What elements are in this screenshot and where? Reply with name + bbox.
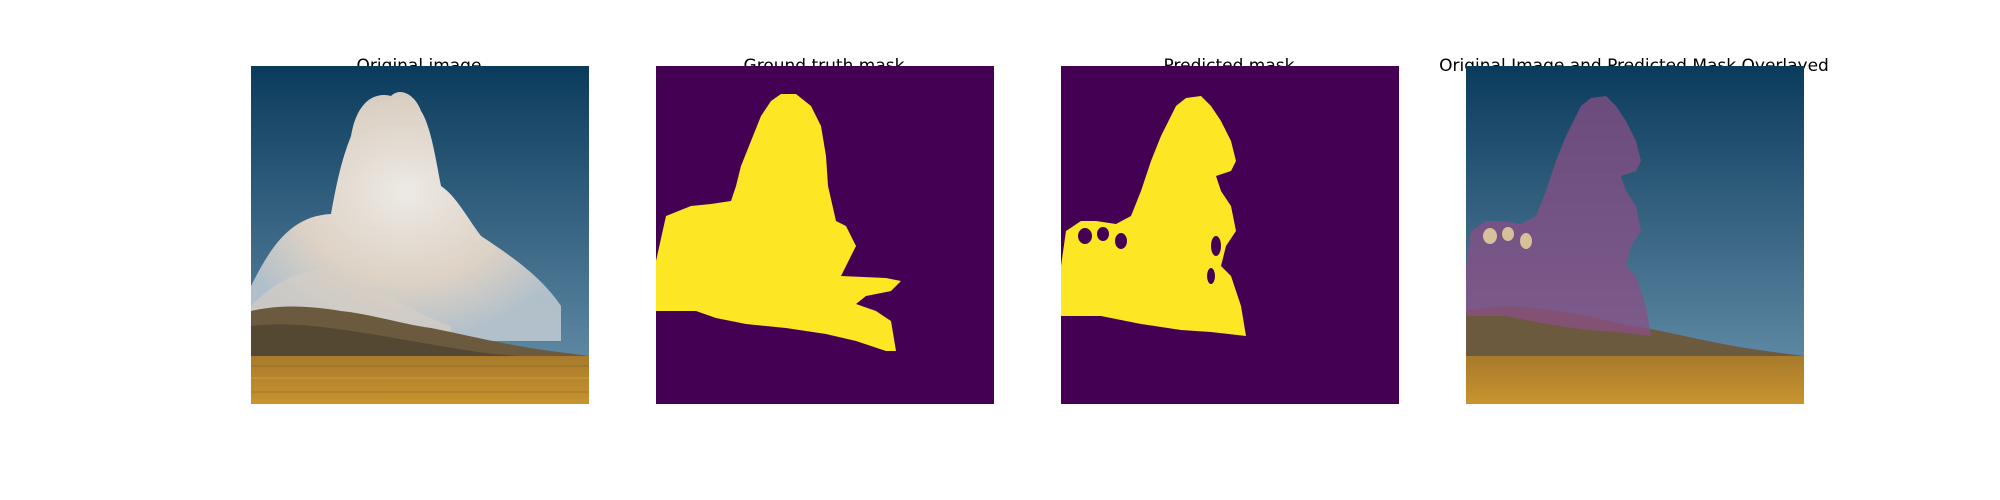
ground-truth-mask [656,66,994,404]
original-image [251,66,589,404]
overlay-panel [1466,66,1804,404]
original-image-panel [251,66,589,404]
predicted-mask-panel [1061,66,1399,404]
predicted-mask [1061,66,1399,404]
overlay-image [1466,66,1804,404]
ground-truth-mask-panel [656,66,994,404]
